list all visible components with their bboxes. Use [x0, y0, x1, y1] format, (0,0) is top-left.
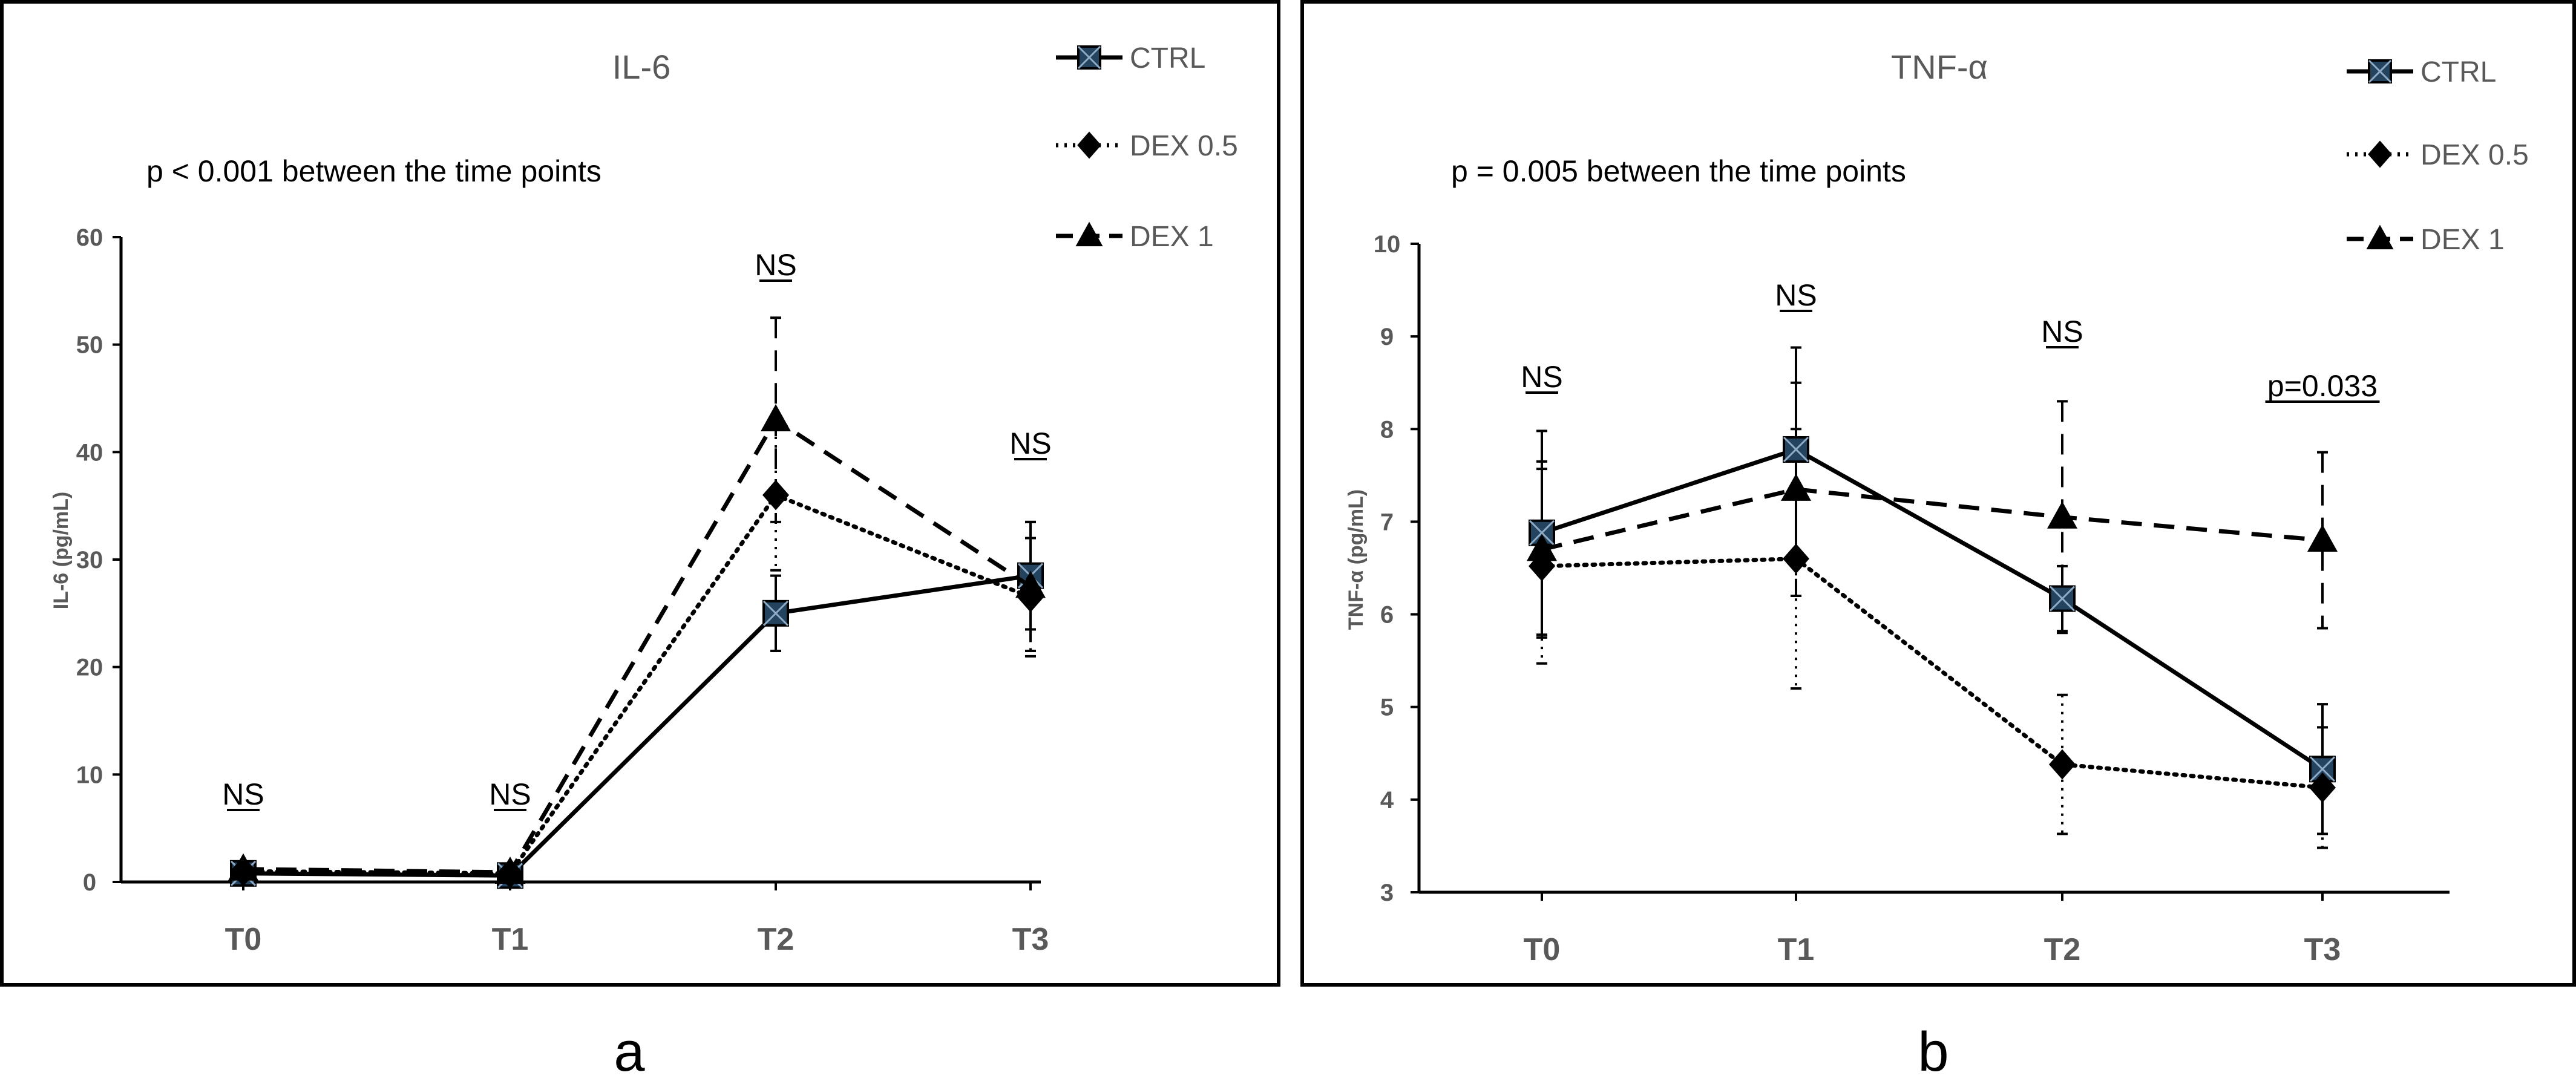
panel-b-point-dex-0-5 — [2049, 749, 2076, 780]
panel-a-legend-label: DEX 1 — [1130, 221, 1214, 253]
panel-a-legend-label: CTRL — [1130, 42, 1205, 74]
panel-a-point-dex-1 — [228, 853, 258, 881]
panel-a-significance-label: NS — [489, 777, 531, 811]
panel-a-annotation: p < 0.001 between the time points — [146, 154, 601, 188]
panel-b-x-tick-label: T1 — [1778, 932, 1815, 967]
panel-b-legend-marker — [2368, 59, 2392, 83]
panel-a-point-dex-0-5 — [762, 480, 789, 511]
panel-a-x-tick-label: T2 — [758, 922, 795, 957]
panel-b-point-ctrl-cross-b — [2309, 756, 2336, 782]
panel-a-point-ctrl — [762, 599, 789, 627]
panel-a-x-tick-label: T0 — [225, 922, 262, 957]
panel-b-point-ctrl — [2049, 585, 2076, 612]
panel-a-legend-marker — [1075, 221, 1103, 247]
panel-b-significance-label: NS — [2041, 315, 2083, 348]
panel-a-point-dex-1 — [1015, 570, 1046, 598]
panel-b-legend-marker — [2366, 224, 2394, 250]
panel-b-point-ctrl-cross-b — [1529, 520, 1555, 546]
panel-b-x-tick-label: T0 — [1524, 932, 1561, 967]
panel-b-point-dex-1 — [2307, 524, 2338, 552]
panel-a-series-line-dex-1 — [243, 417, 1032, 875]
panel-b-point-dex-1 — [1527, 534, 1557, 561]
panel-a-y-axis-label: IL-6 (pg/mL) — [50, 492, 73, 610]
panel-a-legend-marker-cross-b — [1077, 45, 1101, 70]
panel-b-legend-marker — [2368, 140, 2392, 168]
panel-a-y-tick-label: 30 — [76, 547, 103, 573]
panel-a-point-dex-1 — [495, 857, 525, 884]
panel-b-annotation: p = 0.005 between the time points — [1451, 154, 1906, 188]
panel-b-series-line-ctrl — [1541, 447, 2324, 771]
panel-b-series-line-dex-0-5 — [1539, 557, 2325, 790]
panel-a-y-tick-label: 0 — [83, 869, 96, 896]
panel-b-y-tick-label: 8 — [1380, 416, 1394, 443]
panel-a-point-dex-1 — [761, 404, 791, 432]
panel-b-y-tick-label: 3 — [1380, 880, 1394, 906]
panel-a-y-tick-label: 20 — [76, 655, 103, 681]
panel-a-series-line-ctrl — [243, 573, 1031, 878]
panel-b-chart: TNF-α p = 0.005 between the time points … — [1300, 0, 2576, 1081]
panel-b-point-ctrl — [1783, 436, 1809, 463]
panel-b-legend-label: DEX 1 — [2420, 224, 2505, 256]
panel-a-legend-label: DEX 0.5 — [1130, 130, 1238, 162]
panel-b-y-tick-label: 7 — [1380, 509, 1394, 535]
panel-b-point-ctrl — [2309, 756, 2336, 783]
panel-b-point-dex-1 — [2047, 501, 2077, 529]
panel-b-x-tick-label: T2 — [2044, 932, 2081, 967]
panel-a-title: IL-6 — [612, 48, 671, 86]
panel-b-y-tick-label: 5 — [1380, 694, 1394, 721]
panel-b-y-axis-label: TNF-α (pg/mL) — [1345, 489, 1368, 630]
panel-a-significance-label: NS — [222, 777, 264, 811]
panel-a-y-tick-label: 60 — [76, 224, 103, 251]
panel-a-point-ctrl-cross-b — [762, 600, 789, 626]
panel-b-y-tick-label: 6 — [1380, 602, 1394, 629]
panel-b-point-ctrl-cross-b — [1783, 436, 1809, 463]
panel-a-letter: a — [614, 1021, 645, 1081]
panel-b-significance-label: NS — [1775, 278, 1817, 312]
panel-a-y-tick-label: 50 — [76, 332, 103, 359]
panel-a-significance-label: NS — [755, 248, 796, 282]
panel-b-legend-label: CTRL — [2420, 56, 2496, 88]
panel-b-title: TNF-α — [1891, 48, 1988, 86]
panel-a-chart: IL-6 p < 0.001 between the time points I… — [0, 0, 1280, 1081]
panel-b-y-tick-label: 9 — [1380, 324, 1394, 350]
panel-b-significance-label: NS — [1521, 360, 1562, 394]
panel-a-y-tick-label: 40 — [76, 439, 103, 466]
panel-b-x-tick-label: T3 — [2304, 932, 2341, 967]
panel-b-point-dex-0-5 — [2309, 772, 2336, 803]
panel-a-x-tick-label: T1 — [492, 922, 529, 957]
panel-a-legend-marker — [1077, 131, 1101, 159]
panel-a-legend-marker — [1077, 45, 1101, 70]
panel-a-border — [0, 0, 1280, 987]
panel-b-legend-label: DEX 0.5 — [2420, 139, 2529, 171]
panel-b-point-ctrl-cross-b — [2049, 586, 2076, 612]
panel-b-legend-marker-cross-b — [2368, 59, 2392, 83]
panel-b-point-dex-0-5 — [1783, 543, 1809, 574]
panel-a-y-tick-label: 10 — [76, 762, 103, 788]
panel-b-border — [1300, 0, 2576, 987]
panel-b-series-line-dex-1 — [1541, 487, 2323, 552]
panel-b-y-tick-label: 4 — [1380, 787, 1394, 814]
panel-a-x-tick-label: T3 — [1012, 922, 1049, 957]
panel-b-y-tick-label: 10 — [1374, 231, 1401, 258]
panel-b-point-dex-1 — [1781, 473, 1811, 501]
panel-b-letter: b — [1918, 1021, 1948, 1081]
panel-b-significance-label: p=0.033 — [2267, 369, 2378, 403]
panel-a-significance-label: NS — [1009, 426, 1051, 460]
